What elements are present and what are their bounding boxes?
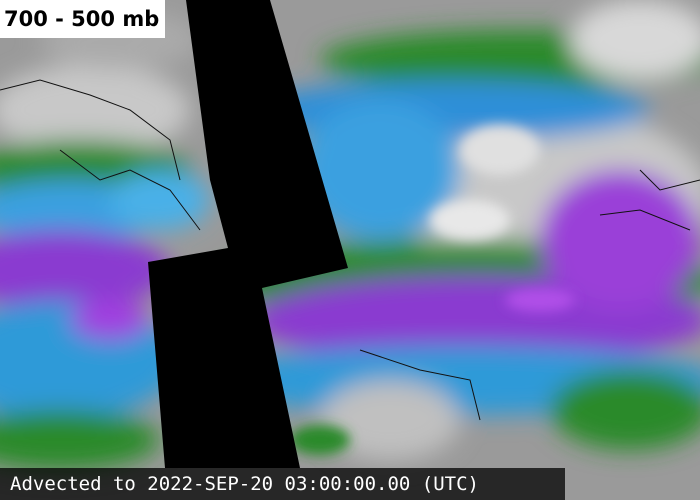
timestamp: Advected to 2022-SEP-20 03:00:00.00 (UTC… [0,468,565,500]
data-gap-swath [148,0,348,468]
coastlines [0,79,700,421]
layer-title: 700 - 500 mb [0,0,166,38]
cloud-detail [290,125,575,455]
